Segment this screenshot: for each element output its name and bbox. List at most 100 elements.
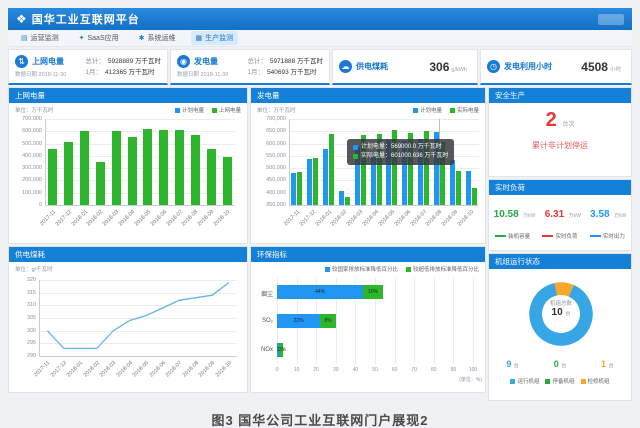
stat-maintenance: 1 台 bbox=[601, 359, 614, 369]
right-column: 安全生产 2 台次 累计非计划停运 实时负荷 10.58 万kW bbox=[488, 87, 632, 401]
legend-label: 计划电量 bbox=[181, 108, 204, 114]
panel-generation: 发电量 单位：万千瓦时 计划电量 实际电量 350,000 400,000 450,0… bbox=[250, 87, 486, 244]
legend-item[interactable]: 实时负荷 bbox=[542, 232, 578, 240]
units-status-body: 机组总数 10 台 9 台 0 台 1 台 运行机组 停备机组 检修机组 bbox=[489, 269, 631, 400]
kpi-card-coal-rate[interactable]: ☁ 供电煤耗 306 g/kWh bbox=[332, 49, 478, 85]
bar-实际电量-2018-03[interactable] bbox=[360, 134, 366, 205]
unit-label: 单位：万千瓦时 bbox=[15, 108, 54, 114]
y-axis-line bbox=[39, 280, 40, 356]
bar-2018-04[interactable] bbox=[127, 137, 137, 205]
bar-计划电量-2018-05[interactable] bbox=[386, 139, 392, 205]
bar-计划电量-2018-07[interactable] bbox=[418, 138, 424, 205]
legend-item[interactable]: 较国家排放标准降低百分比 bbox=[324, 265, 398, 273]
bar-2018-09[interactable] bbox=[206, 148, 216, 205]
bar-计划电量-2018-09[interactable] bbox=[449, 160, 455, 205]
bar-计划电量-2017-11[interactable] bbox=[291, 173, 297, 205]
bar-2017-12[interactable] bbox=[64, 142, 74, 205]
header-action-button[interactable] bbox=[598, 13, 624, 25]
kpi-card-grid-power[interactable]: ⇅ 上网电量 数据日期 2018-11-30 总计： 5928889 万千瓦时 1… bbox=[8, 49, 168, 85]
unit-label: 单位：g/千瓦时 bbox=[15, 267, 53, 273]
bar-2018-05[interactable] bbox=[143, 128, 153, 205]
legend-item[interactable]: 实际电量 bbox=[449, 106, 479, 114]
bar-2018-08[interactable] bbox=[190, 135, 200, 205]
legend-item[interactable]: 检修机组 bbox=[580, 377, 610, 385]
bar-2018-02[interactable] bbox=[95, 161, 105, 205]
generation-legend: 计划电量 实际电量 bbox=[412, 106, 479, 114]
panel-coal-rate: 供电煤耗 单位：g/千瓦时 290 295 300 305 310 315 320 2017-… bbox=[8, 246, 248, 393]
generation-plot[interactable]: 单位：万千瓦时 计划电量 实际电量 350,000 400,000 450,000 50… bbox=[251, 103, 485, 243]
legend-swatch-icon bbox=[412, 107, 418, 113]
bar-实际电量-2018-10[interactable] bbox=[471, 188, 477, 205]
bar-计划电量-2018-01[interactable] bbox=[323, 148, 329, 205]
bar-实际电量-2018-08[interactable] bbox=[439, 142, 445, 205]
grid-line bbox=[39, 305, 237, 307]
kpi-value: 4508 小时 bbox=[552, 60, 625, 74]
bar-计划电量-2018-04[interactable] bbox=[370, 157, 376, 205]
bar-2018-10[interactable] bbox=[222, 156, 232, 205]
donut-svg bbox=[529, 282, 593, 346]
nav-item-system-ops[interactable]: ✱ 系统运维 bbox=[134, 31, 181, 45]
legend-item[interactable]: 上网电量 bbox=[211, 106, 241, 114]
x-axis-line bbox=[39, 356, 237, 357]
grid-line bbox=[45, 143, 235, 145]
bar-计划电量-2018-03[interactable] bbox=[354, 146, 360, 205]
stat-running: 9 台 bbox=[506, 359, 519, 369]
bar-实际电量-2018-04[interactable] bbox=[376, 133, 382, 205]
bar-实际电量-2018-01[interactable] bbox=[329, 133, 335, 205]
bar-2018-03[interactable] bbox=[111, 131, 121, 205]
nav-item-saas-apps[interactable]: ✦ SaaS应用 bbox=[74, 31, 124, 45]
tooltip-row: 计划电量：569000.0 万千瓦时 bbox=[353, 143, 448, 152]
kpi-total-label: 总计： bbox=[85, 57, 105, 65]
production-icon: ▦ bbox=[195, 35, 203, 42]
legend-label: 停备机组 bbox=[552, 379, 575, 385]
panel-title: 机组运行状态 bbox=[489, 254, 631, 269]
coal-rate-plot[interactable]: 单位：g/千瓦时 290 295 300 305 310 315 320 2017-11 201… bbox=[9, 262, 247, 392]
bar-计划电量-2017-12[interactable] bbox=[307, 159, 313, 205]
x-tick-label: 10 bbox=[293, 367, 300, 373]
bar-segment-烟尘[interactable]: 10% bbox=[363, 285, 383, 300]
bar-计划电量-2018-08[interactable] bbox=[433, 131, 439, 205]
kpi-date-value: 2018-11-30 bbox=[200, 72, 229, 78]
bar-实际电量-2017-11[interactable] bbox=[297, 172, 303, 205]
grid-line bbox=[414, 278, 416, 364]
donut-chart[interactable]: 机组总数 10 台 bbox=[522, 275, 600, 353]
y-tick-label: 450,000 bbox=[266, 177, 286, 184]
bar-实际电量-2018-06[interactable] bbox=[408, 132, 414, 205]
grid-power-plot[interactable]: 单位：万千瓦时 计划电量 上网电量 0 100,000 200,000 300,000 4… bbox=[9, 103, 247, 243]
y-tick-label: 550,000 bbox=[266, 152, 286, 159]
bar-计划电量-2018-06[interactable] bbox=[402, 141, 408, 205]
bar-实际电量-2018-02[interactable] bbox=[344, 196, 350, 205]
tooltip-swatch bbox=[353, 154, 358, 159]
bar-实际电量-2018-07[interactable] bbox=[424, 131, 430, 205]
environment-plot[interactable]: 较国家排放标准降低百分比 较超低排放标准降低百分比 0 10 20 30 40 50 60 70… bbox=[251, 262, 485, 392]
bar-实际电量-2018-05[interactable] bbox=[392, 130, 398, 205]
bar-segment-SO₂[interactable]: 8% bbox=[320, 314, 336, 328]
nav-item-production-monitor[interactable]: ▦ 生产监测 bbox=[190, 31, 239, 45]
bar-2018-06[interactable] bbox=[159, 130, 169, 205]
bar-计划电量-2018-10[interactable] bbox=[465, 171, 471, 205]
x-tick-label: 40 bbox=[352, 367, 359, 373]
legend-item[interactable]: 较超低排放标准降低百分比 bbox=[405, 265, 479, 273]
legend-item[interactable]: 实时出力 bbox=[589, 232, 625, 240]
bar-实际电量-2017-12[interactable] bbox=[313, 157, 319, 205]
bar-2018-07[interactable] bbox=[175, 129, 185, 205]
bar-计划电量-2018-02[interactable] bbox=[338, 190, 344, 205]
legend-item[interactable]: 运行机组 bbox=[510, 377, 539, 385]
legend-item[interactable]: 计划电量 bbox=[412, 106, 442, 114]
metric-value: 10.58 bbox=[493, 209, 519, 220]
legend-item[interactable]: 计划电量 bbox=[174, 106, 204, 114]
kpi-card-utilization-hours[interactable]: ◷ 发电利用小时 4508 小时 bbox=[480, 49, 632, 85]
kpi-total-value: 5971888 万千瓦时 bbox=[269, 57, 323, 65]
bar-segment-SO₂[interactable]: 22% bbox=[277, 314, 321, 328]
legend-item[interactable]: 停备机组 bbox=[545, 377, 575, 385]
nav-item-operation-monitor[interactable]: ▤ 运营监测 bbox=[16, 31, 64, 45]
y-tick-label: 600,000 bbox=[266, 140, 286, 147]
bar-segment-烟尘[interactable]: 44% bbox=[277, 285, 364, 300]
bar-2017-11[interactable] bbox=[48, 148, 58, 205]
bar-segment-NOx[interactable]: 2% bbox=[279, 342, 286, 357]
generation-icon: ◉ bbox=[177, 55, 190, 68]
kpi-card-generation[interactable]: ◉ 发电量 数据日期 2018-11-30 总计： 5971888 万千瓦时 1月… bbox=[170, 49, 330, 85]
legend-item[interactable]: 装机容量 bbox=[495, 232, 530, 240]
bar-实际电量-2018-09[interactable] bbox=[455, 171, 461, 205]
bar-2018-01[interactable] bbox=[80, 131, 90, 205]
